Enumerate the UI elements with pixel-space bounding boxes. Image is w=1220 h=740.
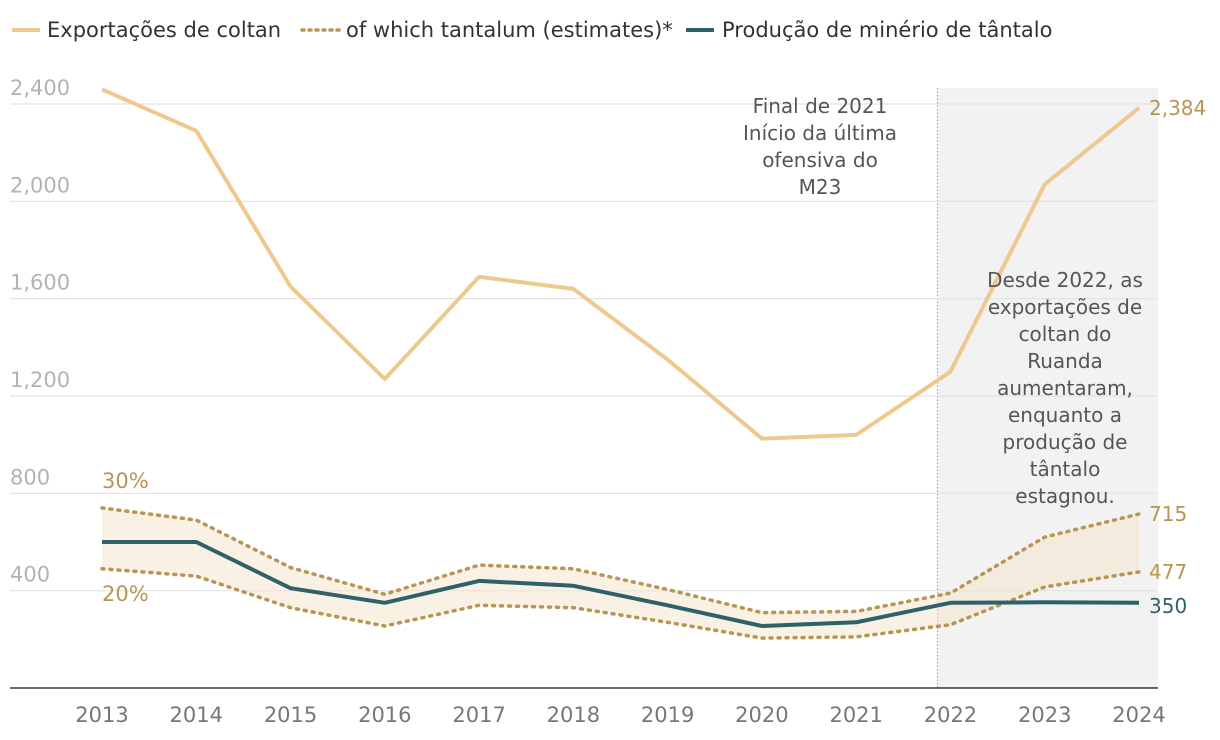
y-tick-label: 2,000 — [10, 173, 70, 197]
y-tick-label: 400 — [10, 563, 50, 587]
end-label-exports: 2,384 — [1149, 96, 1206, 120]
x-tick-label: 2015 — [264, 703, 317, 727]
x-tick-label: 2017 — [452, 703, 505, 727]
x-tick-label: 2021 — [829, 703, 882, 727]
end-label-production: 350 — [1149, 594, 1187, 618]
y-tick-label: 800 — [10, 465, 50, 489]
y-tick-label: 2,400 — [10, 76, 70, 100]
x-tick-label: 2014 — [170, 703, 223, 727]
annotation-line: ofensiva do — [762, 148, 878, 172]
upper-percent-label: 30% — [102, 469, 149, 493]
legend-label-tantalum: of which tantalum (estimates)* — [346, 18, 673, 42]
x-axis-ticks: 2013 2014 2015 2016 2017 2018 2019 2020 2021 2022… — [75, 703, 1165, 727]
production-line — [102, 540, 1140, 628]
annotation-line: Final de 2021 — [753, 94, 888, 118]
tantalum-lower-line — [100, 567, 1141, 640]
annotation-line: produção de — [1003, 430, 1128, 454]
x-tick-label: 2024 — [1112, 703, 1165, 727]
annotation-m23: Final de 2021 Início da última ofensiva do… — [743, 94, 897, 199]
legend-label-exports: Exportações de coltan — [47, 18, 281, 42]
annotation-line: enquanto a — [1008, 403, 1122, 427]
annotation-line: exportações de — [988, 295, 1142, 319]
end-label-upper: 715 — [1149, 502, 1187, 526]
annotation-line: estagnou. — [1015, 484, 1114, 508]
x-tick-label: 2023 — [1018, 703, 1071, 727]
y-tick-label: 1,200 — [10, 368, 70, 392]
legend: Exportações de coltan of which tantalum … — [12, 18, 1052, 42]
x-tick-label: 2022 — [924, 703, 977, 727]
annotation-line: M23 — [799, 175, 842, 199]
lower-percent-label: 20% — [102, 582, 149, 606]
annotation-note: Desde 2022, as exportações de coltan do Rua… — [987, 268, 1143, 508]
legend-label-production: Produção de minério de tântalo — [722, 18, 1052, 42]
x-tick-label: 2019 — [641, 703, 694, 727]
annotation-line: aumentaram, — [997, 376, 1133, 400]
x-tick-label: 2020 — [735, 703, 788, 727]
x-tick-label: 2013 — [75, 703, 128, 727]
y-axis-ticks: 400 800 1,200 1,600 2,000 2,400 — [10, 76, 70, 587]
exports-line — [101, 87, 1141, 441]
tantalum-upper-line — [100, 506, 1141, 615]
tantalum-estimate-band — [102, 507, 1139, 639]
annotation-line: Ruanda — [1027, 349, 1103, 373]
y-tick-label: 1,600 — [10, 271, 70, 295]
annotation-line: Desde 2022, as — [987, 268, 1143, 292]
annotation-line: tântalo — [1030, 457, 1101, 481]
end-label-lower: 477 — [1149, 560, 1187, 584]
x-tick-label: 2018 — [547, 703, 600, 727]
annotation-line: coltan do — [1019, 322, 1112, 346]
annotation-line: Início da última — [743, 121, 897, 145]
x-tick-label: 2016 — [358, 703, 411, 727]
